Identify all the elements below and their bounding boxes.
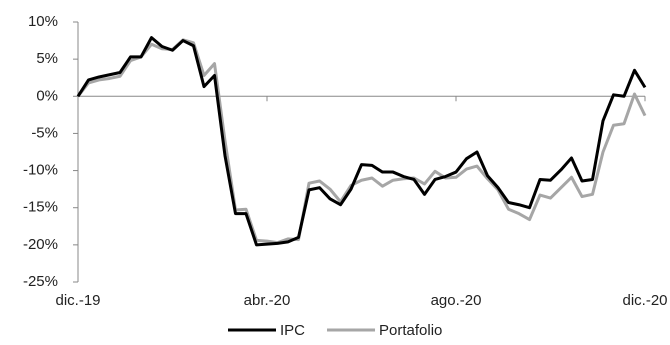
y-tick-label: 0% — [36, 87, 58, 104]
y-tick-label: -25% — [23, 273, 58, 290]
y-tick-label: -20% — [23, 236, 58, 253]
legend-label: Portafolio — [379, 322, 442, 339]
x-tick-label: dic.-20 — [622, 292, 667, 309]
y-tick-label: 5% — [36, 50, 58, 67]
x-tick-label: abr.-20 — [244, 292, 291, 309]
y-tick-label: 10% — [28, 13, 58, 30]
legend-label: IPC — [280, 322, 305, 339]
y-tick-label: -10% — [23, 162, 58, 179]
line-series — [76, 38, 647, 245]
line-series — [76, 36, 647, 247]
x-tick-label: dic.-19 — [55, 292, 100, 309]
y-tick-label: -5% — [31, 124, 58, 141]
x-tick-label: ago.-20 — [431, 292, 482, 309]
y-tick-label: -15% — [23, 199, 58, 216]
